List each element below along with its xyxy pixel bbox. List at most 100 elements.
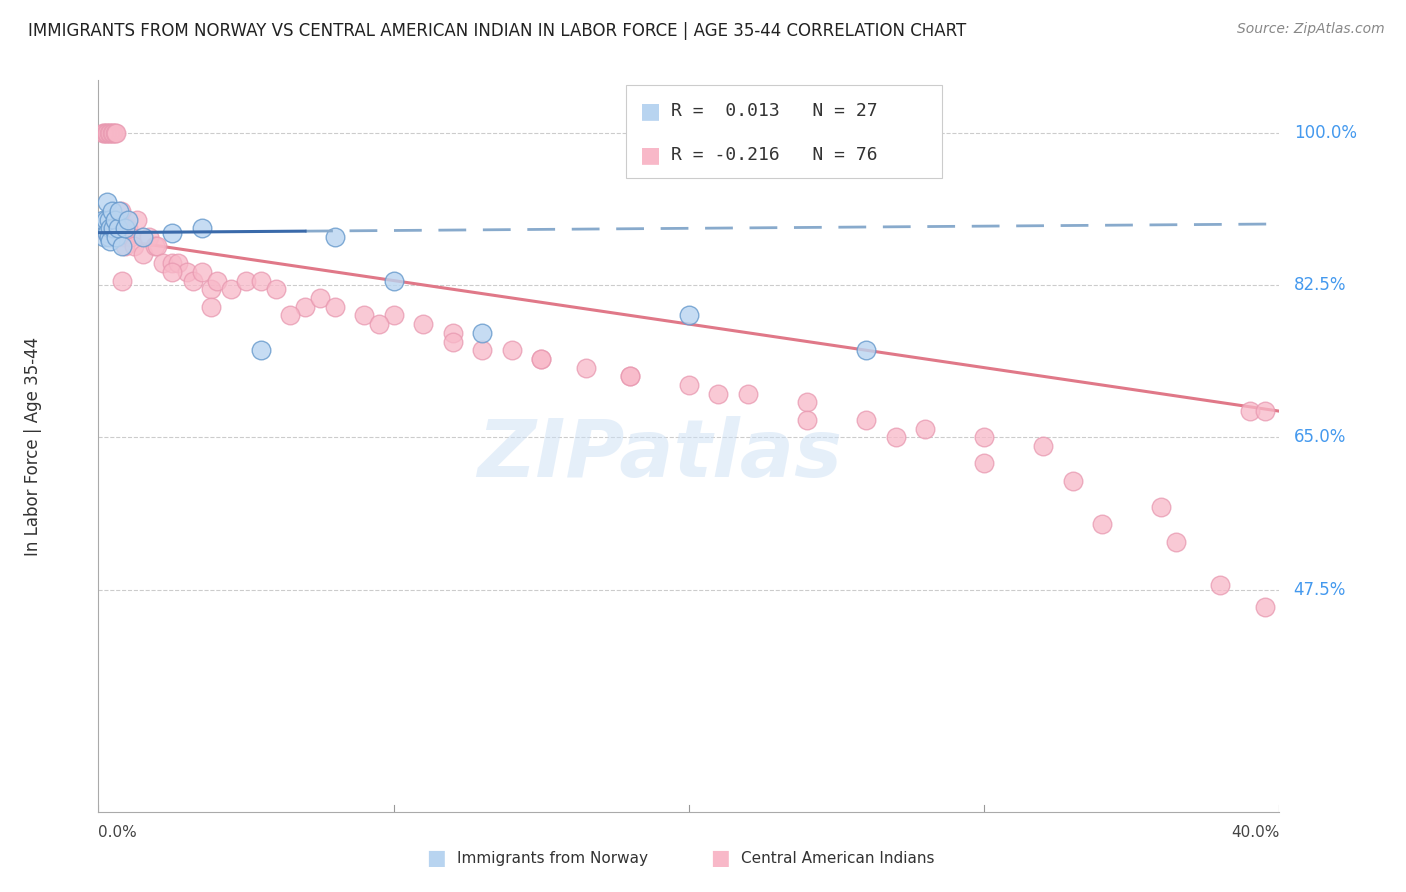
Point xyxy=(97,212,120,227)
Text: R =  0.013   N = 27: R = 0.013 N = 27 xyxy=(671,102,877,120)
Text: ■: ■ xyxy=(640,101,661,121)
Point xyxy=(1254,404,1277,418)
Point xyxy=(143,238,166,252)
Point xyxy=(97,230,120,244)
Point xyxy=(108,212,131,227)
Point xyxy=(111,274,134,288)
Text: 100.0%: 100.0% xyxy=(1294,123,1357,142)
Point xyxy=(122,238,145,252)
Point xyxy=(382,274,405,288)
Point xyxy=(162,256,183,270)
Point xyxy=(619,369,641,384)
Point xyxy=(678,378,700,392)
Point xyxy=(678,309,700,323)
Point xyxy=(120,230,142,244)
Point xyxy=(855,413,877,427)
Point xyxy=(96,195,118,210)
Point xyxy=(382,309,405,323)
Point xyxy=(117,221,139,235)
Point xyxy=(368,317,391,331)
Point xyxy=(471,326,494,340)
Text: 65.0%: 65.0% xyxy=(1294,428,1346,446)
Point xyxy=(471,343,494,358)
Point xyxy=(280,309,302,323)
Text: ■: ■ xyxy=(640,145,661,165)
Point xyxy=(152,256,174,270)
Point xyxy=(1209,578,1232,592)
Point xyxy=(167,256,190,270)
Point xyxy=(107,221,129,235)
Point xyxy=(114,221,136,235)
Point xyxy=(619,369,641,384)
Point xyxy=(575,360,598,375)
Point xyxy=(441,326,464,340)
Point xyxy=(107,230,129,244)
Point xyxy=(501,343,523,358)
Point xyxy=(914,421,936,435)
Point xyxy=(162,226,183,240)
Point xyxy=(104,126,127,140)
Point xyxy=(191,265,214,279)
Text: Immigrants from Norway: Immigrants from Norway xyxy=(457,851,648,865)
Text: 82.5%: 82.5% xyxy=(1294,276,1346,293)
Point xyxy=(181,274,204,288)
Point xyxy=(96,226,118,240)
Point xyxy=(250,274,273,288)
Point xyxy=(221,282,243,296)
Point xyxy=(294,300,316,314)
Text: ZIPatlas: ZIPatlas xyxy=(477,416,842,493)
Point xyxy=(309,291,332,305)
Point xyxy=(1239,404,1261,418)
Text: In Labor Force | Age 35-44: In Labor Force | Age 35-44 xyxy=(24,336,42,556)
Point xyxy=(973,457,995,471)
Point xyxy=(105,230,128,244)
Point xyxy=(441,334,464,349)
Point xyxy=(138,230,160,244)
Point xyxy=(707,386,730,401)
Point xyxy=(737,386,759,401)
Point xyxy=(94,126,117,140)
Point xyxy=(205,274,228,288)
Point xyxy=(235,274,257,288)
Point xyxy=(114,238,136,252)
Point xyxy=(111,238,134,252)
Point xyxy=(132,230,155,244)
Point xyxy=(96,126,118,140)
Point xyxy=(100,126,122,140)
Point xyxy=(146,238,169,252)
Point xyxy=(94,212,117,227)
Point xyxy=(191,221,214,235)
Point xyxy=(98,126,121,140)
Point xyxy=(1032,439,1054,453)
Point xyxy=(162,265,183,279)
Point xyxy=(105,126,128,140)
Point xyxy=(112,230,135,244)
Point xyxy=(973,430,995,444)
Point xyxy=(1150,500,1173,514)
Point xyxy=(323,300,346,314)
Point xyxy=(796,395,818,409)
Point xyxy=(103,221,125,235)
Point xyxy=(117,212,139,227)
Point xyxy=(1166,534,1188,549)
Point xyxy=(200,282,222,296)
Point xyxy=(796,413,818,427)
Point xyxy=(103,126,125,140)
Point xyxy=(108,203,131,218)
Text: ■: ■ xyxy=(710,848,730,868)
Point xyxy=(125,212,148,227)
Text: IMMIGRANTS FROM NORWAY VS CENTRAL AMERICAN INDIAN IN LABOR FORCE | AGE 35-44 COR: IMMIGRANTS FROM NORWAY VS CENTRAL AMERIC… xyxy=(28,22,966,40)
Point xyxy=(1091,517,1114,532)
Point xyxy=(91,212,114,227)
Point xyxy=(1062,474,1084,488)
Point xyxy=(264,282,287,296)
Text: Source: ZipAtlas.com: Source: ZipAtlas.com xyxy=(1237,22,1385,37)
Point xyxy=(200,300,222,314)
Point xyxy=(93,126,115,140)
Text: 47.5%: 47.5% xyxy=(1294,581,1346,599)
Point xyxy=(1254,600,1277,615)
Point xyxy=(530,351,553,366)
Text: R = -0.216   N = 76: R = -0.216 N = 76 xyxy=(671,146,877,164)
Point xyxy=(91,126,114,140)
Text: 40.0%: 40.0% xyxy=(1232,825,1279,839)
